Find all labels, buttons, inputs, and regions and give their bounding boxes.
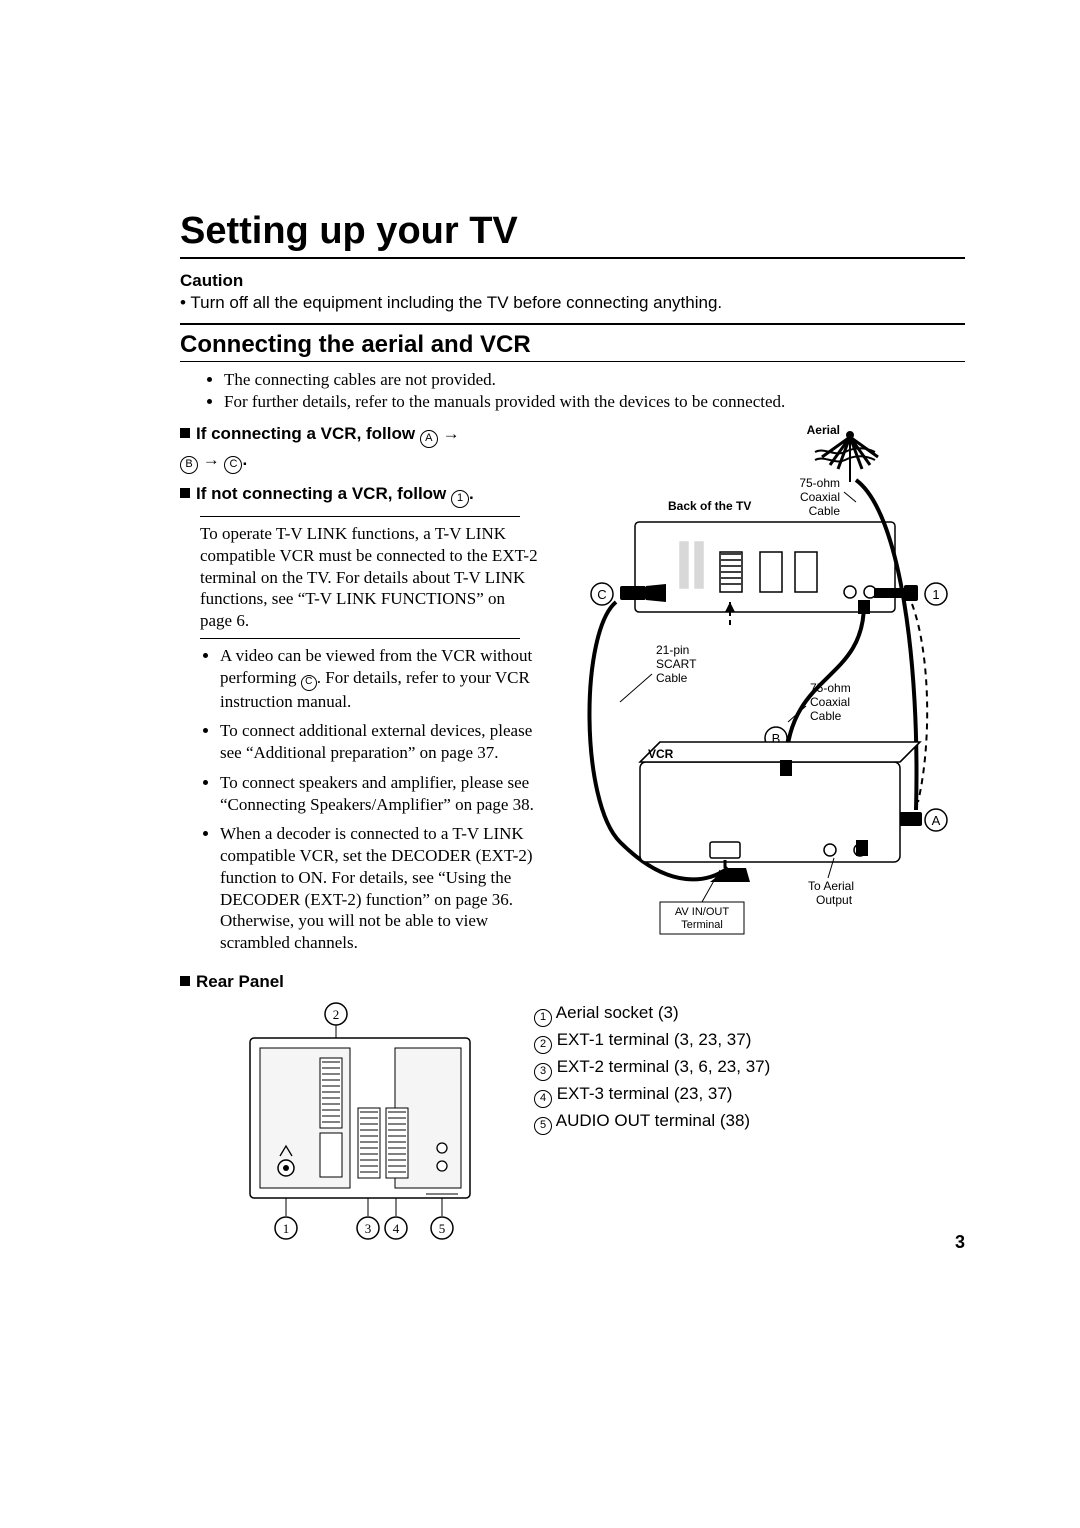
content-row: If connecting a VCR, follow A → B → C. I…: [180, 422, 965, 998]
intro-bullets: The connecting cables are not provided. …: [180, 370, 965, 412]
rear-panel-diagram: 2: [220, 998, 500, 1253]
svg-text:75-ohm: 75-ohm: [799, 476, 840, 490]
subhead-vcr-yes: If connecting a VCR, follow A → B → C.: [180, 422, 540, 474]
section-heading: Connecting the aerial and VCR: [180, 331, 965, 359]
label-c-icon: C: [224, 456, 242, 474]
svg-text:Coaxial: Coaxial: [810, 695, 850, 709]
caution-label: Caution: [180, 271, 965, 291]
detail-bullet: To connect additional external devices, …: [220, 720, 540, 764]
aerial-label: Aerial: [807, 423, 840, 437]
left-column: If connecting a VCR, follow A → B → C. I…: [180, 422, 540, 998]
svg-text:Cable: Cable: [656, 671, 688, 685]
svg-text:2: 2: [333, 1007, 340, 1022]
detail-bullet: To connect speakers and amplifier, pleas…: [220, 772, 540, 816]
connection-diagram-svg: Aerial 75-ohm Coaxial Cable Back of the …: [560, 422, 960, 982]
svg-text:3: 3: [365, 1221, 372, 1236]
legend-item: 5 AUDIO OUT terminal (38): [534, 1108, 770, 1135]
label-a-icon: A: [420, 430, 438, 448]
intro-bullet: The connecting cables are not provided.: [224, 370, 965, 390]
vcr-label: VCR: [648, 747, 674, 761]
detail-bullet: When a decoder is connected to a T-V LIN…: [220, 823, 540, 954]
intro-bullet: For further details, refer to the manual…: [224, 392, 965, 412]
svg-text:5: 5: [439, 1221, 446, 1236]
legend-item: 3 EXT-2 terminal (3, 6, 23, 37): [534, 1054, 770, 1081]
svg-text:1: 1: [283, 1221, 290, 1236]
legend-item: 1 Aerial socket (3): [534, 1000, 770, 1027]
back-tv-label: Back of the TV: [668, 499, 751, 513]
marker-a-icon: A: [932, 813, 941, 828]
svg-text:4: 4: [393, 1221, 400, 1236]
svg-text:21-pin: 21-pin: [656, 643, 689, 657]
legend-item: 2 EXT-1 terminal (3, 23, 37): [534, 1027, 770, 1054]
detail-bullets: A video can be viewed from the VCR witho…: [180, 645, 540, 954]
page-title: Setting up your TV: [180, 210, 965, 253]
label-b-icon: B: [180, 456, 198, 474]
svg-text:SCART: SCART: [656, 657, 697, 671]
svg-text:Cable: Cable: [810, 709, 842, 723]
marker-c-icon: C: [597, 587, 606, 602]
note-paragraph: To operate T-V LINK functions, a T-V LIN…: [200, 523, 540, 632]
svg-text:To Aerial: To Aerial: [808, 879, 854, 893]
svg-text:Terminal: Terminal: [681, 919, 723, 931]
marker-1-icon: 1: [932, 587, 939, 602]
connection-diagram: Aerial 75-ohm Coaxial Cable Back of the …: [560, 422, 965, 998]
rear-panel-svg: 2: [220, 998, 500, 1248]
legend-item: 4 EXT-3 terminal (23, 37): [534, 1081, 770, 1108]
svg-text:AV IN/OUT: AV IN/OUT: [675, 906, 729, 918]
section-rule-top: [180, 323, 965, 325]
rear-panel-legend: 1 Aerial socket (3) 2 EXT-1 terminal (3,…: [534, 1000, 770, 1135]
svg-text:Coaxial: Coaxial: [800, 490, 840, 504]
square-bullet-icon: [180, 428, 190, 438]
note-rule-bottom: [200, 638, 520, 639]
svg-text:Cable: Cable: [809, 504, 841, 518]
label-c-icon: C: [301, 675, 317, 691]
note-rule-top: [200, 516, 520, 517]
svg-text:Output: Output: [816, 893, 853, 907]
square-bullet-icon: [180, 488, 190, 498]
manual-page: Setting up your TV Caution • Turn off al…: [0, 0, 1080, 1528]
square-bullet-icon: [180, 976, 190, 986]
label-1-icon: 1: [451, 490, 469, 508]
title-rule: [180, 257, 965, 259]
page-number: 3: [955, 1232, 965, 1253]
subhead-vcr-no: If not connecting a VCR, follow 1.: [180, 482, 540, 508]
rear-panel-row: 2: [180, 998, 965, 1253]
detail-bullet: A video can be viewed from the VCR witho…: [220, 645, 540, 713]
rear-panel-heading: Rear Panel: [180, 972, 540, 992]
section-rule-bottom: [180, 361, 965, 362]
caution-text: • Turn off all the equipment including t…: [180, 293, 965, 313]
